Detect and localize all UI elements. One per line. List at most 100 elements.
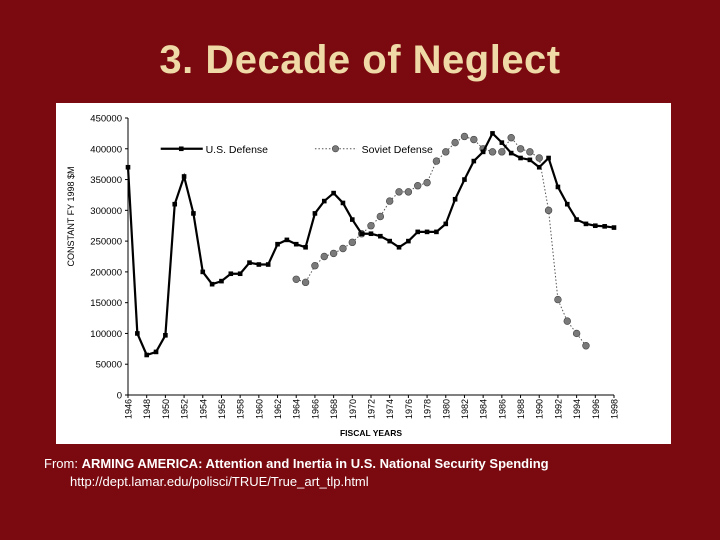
data-point-us-defense [321,198,327,204]
data-point-us-defense [387,238,392,244]
data-point-soviet-defense [498,148,506,156]
data-point-us-defense [303,244,308,250]
x-tick-label: 1984 [479,399,489,419]
data-point-us-defense [611,225,617,230]
data-point-us-defense [452,196,458,202]
data-point-soviet-defense [507,133,515,142]
data-point-soviet-defense [563,317,571,325]
x-tick-label: 1998 [610,399,620,419]
data-point-us-defense [490,131,495,136]
data-point-us-defense [368,231,374,237]
data-point-us-defense [237,271,243,277]
legend-marker-soviet-defense [331,145,339,153]
data-point-soviet-defense [348,238,357,247]
data-point-us-defense [247,260,252,265]
data-point-us-defense [191,211,196,216]
x-tick-label: 1960 [254,399,264,419]
data-point-us-defense [415,229,421,235]
data-point-soviet-defense [488,148,497,156]
data-point-soviet-defense [320,252,328,261]
data-point-us-defense [312,211,318,216]
data-point-us-defense [471,158,477,164]
data-point-soviet-defense [311,262,319,270]
data-point-soviet-defense [414,182,422,190]
y-tick-label: 100000 [90,329,122,340]
y-tick-label: 350000 [90,175,122,186]
chart: 0 50000 100000 150000 200000 250000 300000 3500… [56,103,671,444]
data-point-us-defense [181,174,187,179]
caption-url[interactable]: http://dept.lamar.edu/polisci/TRUE/True_… [70,474,369,489]
data-point-soviet-defense [339,244,347,253]
data-point-soviet-defense [516,145,525,153]
data-point-us-defense [536,164,542,170]
x-tick-label: 1958 [236,399,246,419]
legend-marker-us-defense [178,146,184,152]
data-point-us-defense [527,157,533,163]
y-axis-label: CONSTANT FY 1998 $M [66,166,76,266]
x-tick-label: 1948 [142,399,152,419]
data-point-soviet-defense [329,249,338,258]
x-tick-label: 1972 [367,399,377,419]
data-point-us-defense [350,217,355,222]
data-point-soviet-defense [404,188,413,196]
data-point-soviet-defense [376,212,385,221]
x-tick-label: 1974 [385,399,395,419]
data-point-soviet-defense [572,329,581,338]
x-tick-label: 1954 [198,399,208,419]
x-tick-label: 1946 [124,399,134,419]
data-point-us-defense [518,155,523,161]
data-point-us-defense [602,224,607,229]
data-point-us-defense [228,271,234,277]
data-point-us-defense [378,233,383,239]
data-point-soviet-defense [442,148,450,156]
x-tick-label: 1966 [310,399,320,419]
data-point-us-defense [443,221,449,227]
data-point-us-defense [546,155,551,161]
data-point-us-defense [480,149,486,155]
data-point-soviet-defense [451,138,459,147]
data-point-us-defense [462,177,467,182]
data-point-soviet-defense [470,135,478,144]
y-tick-label: 300000 [90,206,122,217]
data-point-us-defense [555,184,561,190]
chart-svg: 0 50000 100000 150000 200000 250000 300000 3500… [66,114,620,439]
data-point-us-defense [275,241,280,247]
x-axis-label: FISCAL YEARS [340,428,402,438]
x-tick-label: 1986 [497,399,507,419]
x-tick-label: 1982 [460,399,470,419]
slide-title: 3. Decade of Neglect [159,38,561,82]
data-point-us-defense [256,262,262,267]
y-tick-label: 400000 [90,144,122,155]
data-point-us-defense [125,164,131,170]
source-caption: From: ARMING AMERICA: Attention and Iner… [44,455,704,491]
data-point-us-defense [499,140,505,145]
caption-source-title: ARMING AMERICA: Attention and Inertia in… [81,456,549,471]
y-tick-label: 0 [117,391,122,402]
x-tick-label: 1978 [423,399,433,419]
legend-label-us-defense: U.S. Defense [206,144,269,156]
caption-prefix: From: [44,456,82,471]
x-tick-label: 1950 [161,399,171,419]
data-point-soviet-defense [395,188,403,196]
legend-label-soviet-defense: Soviet Defense [362,144,433,156]
data-point-soviet-defense [460,132,469,141]
data-point-us-defense [331,190,336,196]
x-tick-label: 1962 [273,399,283,419]
data-point-us-defense [396,244,402,250]
data-point-us-defense [163,332,168,338]
data-point-soviet-defense [367,222,375,230]
data-point-us-defense [209,281,215,287]
x-tick-label: 1968 [329,399,339,419]
data-point-us-defense [508,150,514,156]
y-tick-label: 200000 [90,267,122,278]
data-point-us-defense [265,262,271,267]
data-point-us-defense [434,229,439,235]
y-tick-label: 450000 [90,114,122,125]
y-tick-label: 250000 [90,237,122,248]
data-point-us-defense [340,200,346,206]
data-point-us-defense [424,229,430,235]
x-tick-label: 1994 [572,399,582,419]
data-point-soviet-defense [526,148,534,156]
x-tick-label: 1990 [535,399,545,419]
data-point-us-defense [219,278,224,284]
